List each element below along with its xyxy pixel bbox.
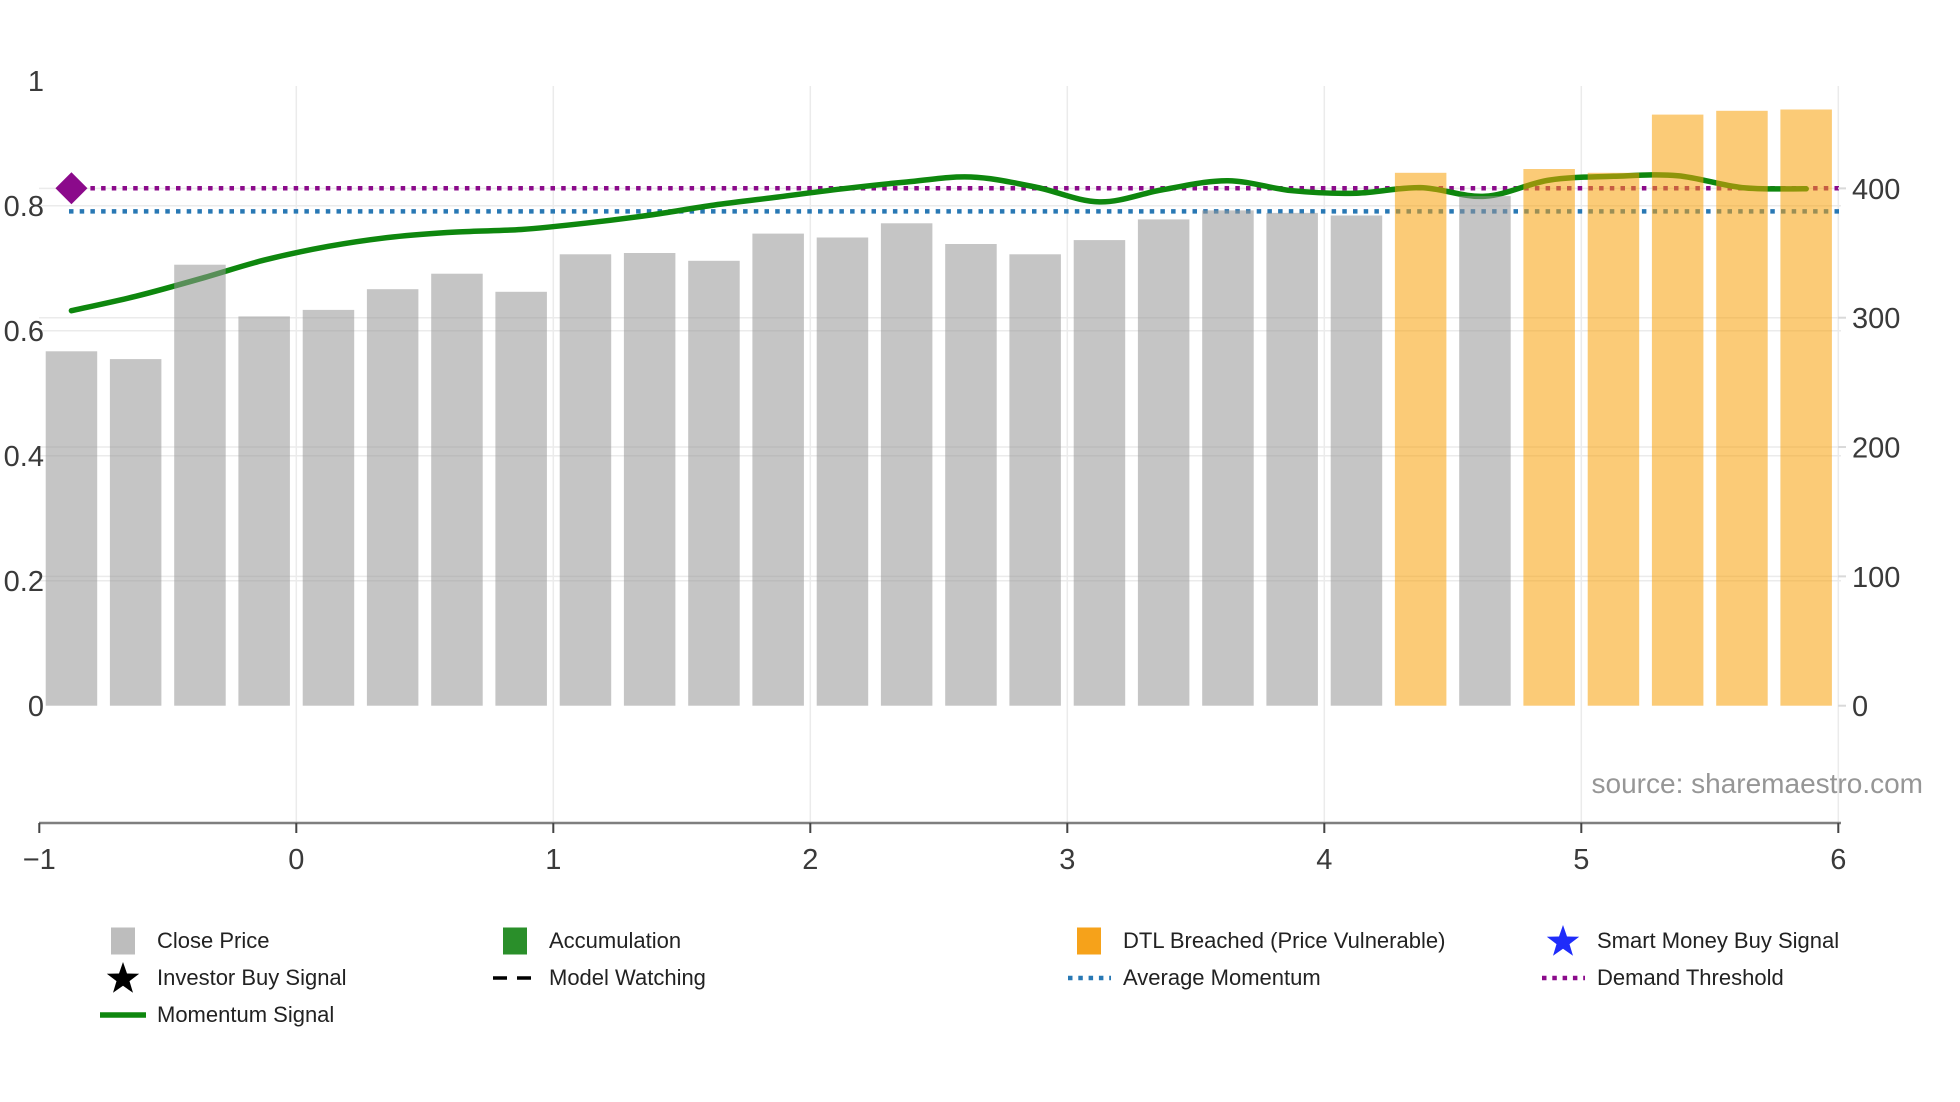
legend-label-investor-buy-signal: Investor Buy Signal: [157, 965, 347, 990]
legend-item-investor-buy-signal: Investor Buy Signal: [100, 960, 347, 996]
legend-label-accumulation: Accumulation: [549, 928, 682, 953]
legend-item-model-watching: Model Watching: [492, 960, 706, 996]
source-note: source: sharemaestro.com: [1591, 768, 1923, 799]
x-axis-tick-label: −1: [23, 844, 56, 876]
close-price-bar: [1073, 240, 1126, 706]
legend-label-smart-money-buy-signal: Smart Money Buy Signal: [1597, 928, 1840, 953]
dtl-breached-bar: [1394, 172, 1447, 706]
close-price-bar: [302, 309, 355, 706]
right-axis-tick-label: 200: [1852, 433, 1900, 465]
legend-item-dtl-breached: DTL Breached (Price Vulnerable): [1066, 923, 1445, 959]
x-axis-tick-label: 0: [288, 844, 304, 876]
close-price-bar: [880, 223, 933, 706]
close-price-bar: [1202, 210, 1254, 706]
close-price-bar: [1330, 215, 1383, 706]
legend-item-accumulation: Accumulation: [492, 923, 681, 959]
legend-item-close-price: Close Price: [100, 923, 269, 959]
dtl-breached-bar: [1523, 169, 1575, 706]
right-axis-tick-label: 300: [1852, 303, 1900, 335]
axes: −1 0 1 2 3 4 5 6 0 0.2 0.4 0.6 0.8 1 0 100 200 300 400: [4, 66, 1901, 876]
x-axis-tick-label: 4: [1316, 844, 1332, 876]
dtl-breached-bar: [1587, 172, 1640, 706]
right-axis-tick-label: 0: [1852, 691, 1868, 723]
close-price-bar: [45, 351, 98, 706]
close-price-bar: [366, 289, 419, 706]
x-axis-tick-label: 1: [545, 844, 561, 876]
x-axis-tick-label: 2: [802, 844, 818, 876]
momentum-signal-line: [68, 172, 1809, 314]
close-price-bar: [1266, 212, 1318, 706]
model-watching-dash-icon: [493, 976, 537, 980]
left-axis-tick-label: 1: [28, 66, 44, 98]
legend-item-momentum-signal: Momentum Signal: [100, 997, 334, 1033]
right-axis-tick-label: 400: [1852, 174, 1900, 206]
close-price-bar: [495, 291, 547, 706]
close-price-bars: [45, 109, 1832, 706]
dtl-breached-bar: [1780, 109, 1832, 706]
close-price-bar: [1137, 219, 1190, 706]
close-price-bar: [431, 273, 483, 706]
legend-item-smart-money-buy-signal: Smart Money Buy Signal: [1540, 923, 1839, 959]
left-axis-tick-label: 0.4: [4, 441, 44, 473]
accumulation-square-icon: [503, 927, 527, 955]
close-price-bar: [109, 359, 162, 706]
left-axis-tick-label: 0.2: [4, 566, 44, 598]
left-axis-tick-label: 0.8: [4, 191, 44, 223]
legend-label-dtl-breached: DTL Breached (Price Vulnerable): [1123, 928, 1446, 953]
left-axis-tick-label: 0: [28, 691, 44, 723]
legend-label-model-watching: Model Watching: [549, 965, 706, 990]
left-axis-tick-label: 0.6: [4, 316, 44, 348]
average-momentum-dot-icon: [1068, 975, 1111, 981]
close-price-bar: [688, 260, 740, 706]
investor-buy-signal-star-icon: [106, 962, 140, 993]
dtl-breached-bar: [1651, 114, 1704, 706]
close-price-bar: [1459, 196, 1511, 706]
close-price-square-icon: [111, 927, 135, 955]
right-axis-tick-label: 100: [1852, 562, 1900, 594]
close-price-bar: [816, 237, 869, 706]
momentum-signal-line-icon: [100, 1012, 146, 1018]
x-axis-tick-label: 5: [1573, 844, 1589, 876]
legend-item-demand-threshold: Demand Threshold: [1540, 960, 1784, 996]
legend-label-demand-threshold: Demand Threshold: [1597, 965, 1784, 990]
x-axis-tick-label: 6: [1830, 844, 1846, 876]
legend-label-average-momentum: Average Momentum: [1123, 965, 1321, 990]
price-momentum-chart: −1 0 1 2 3 4 5 6 0 0.2 0.4 0.6 0.8 1 0 100 200 300 400: [4, 66, 1901, 876]
smart-money-buy-signal-star-icon: [1546, 925, 1580, 956]
demand-threshold-marker: [55, 172, 88, 205]
x-axis-tick-label: 3: [1059, 844, 1075, 876]
close-price-bar: [945, 244, 997, 706]
close-price-bar: [559, 254, 612, 706]
demand-threshold-dot-icon: [1542, 975, 1585, 981]
close-price-bar: [752, 233, 804, 706]
legend-item-average-momentum: Average Momentum: [1066, 960, 1321, 996]
legend-label-momentum-signal: Momentum Signal: [157, 1002, 335, 1027]
dtl-breached-square-icon: [1077, 927, 1101, 955]
close-price-bar: [1009, 254, 1061, 706]
close-price-bar: [238, 316, 290, 706]
dtl-breached-bar: [1716, 110, 1768, 706]
close-price-bar: [174, 264, 226, 706]
close-price-bar: [623, 253, 676, 706]
legend-label-close-price: Close Price: [157, 928, 270, 953]
